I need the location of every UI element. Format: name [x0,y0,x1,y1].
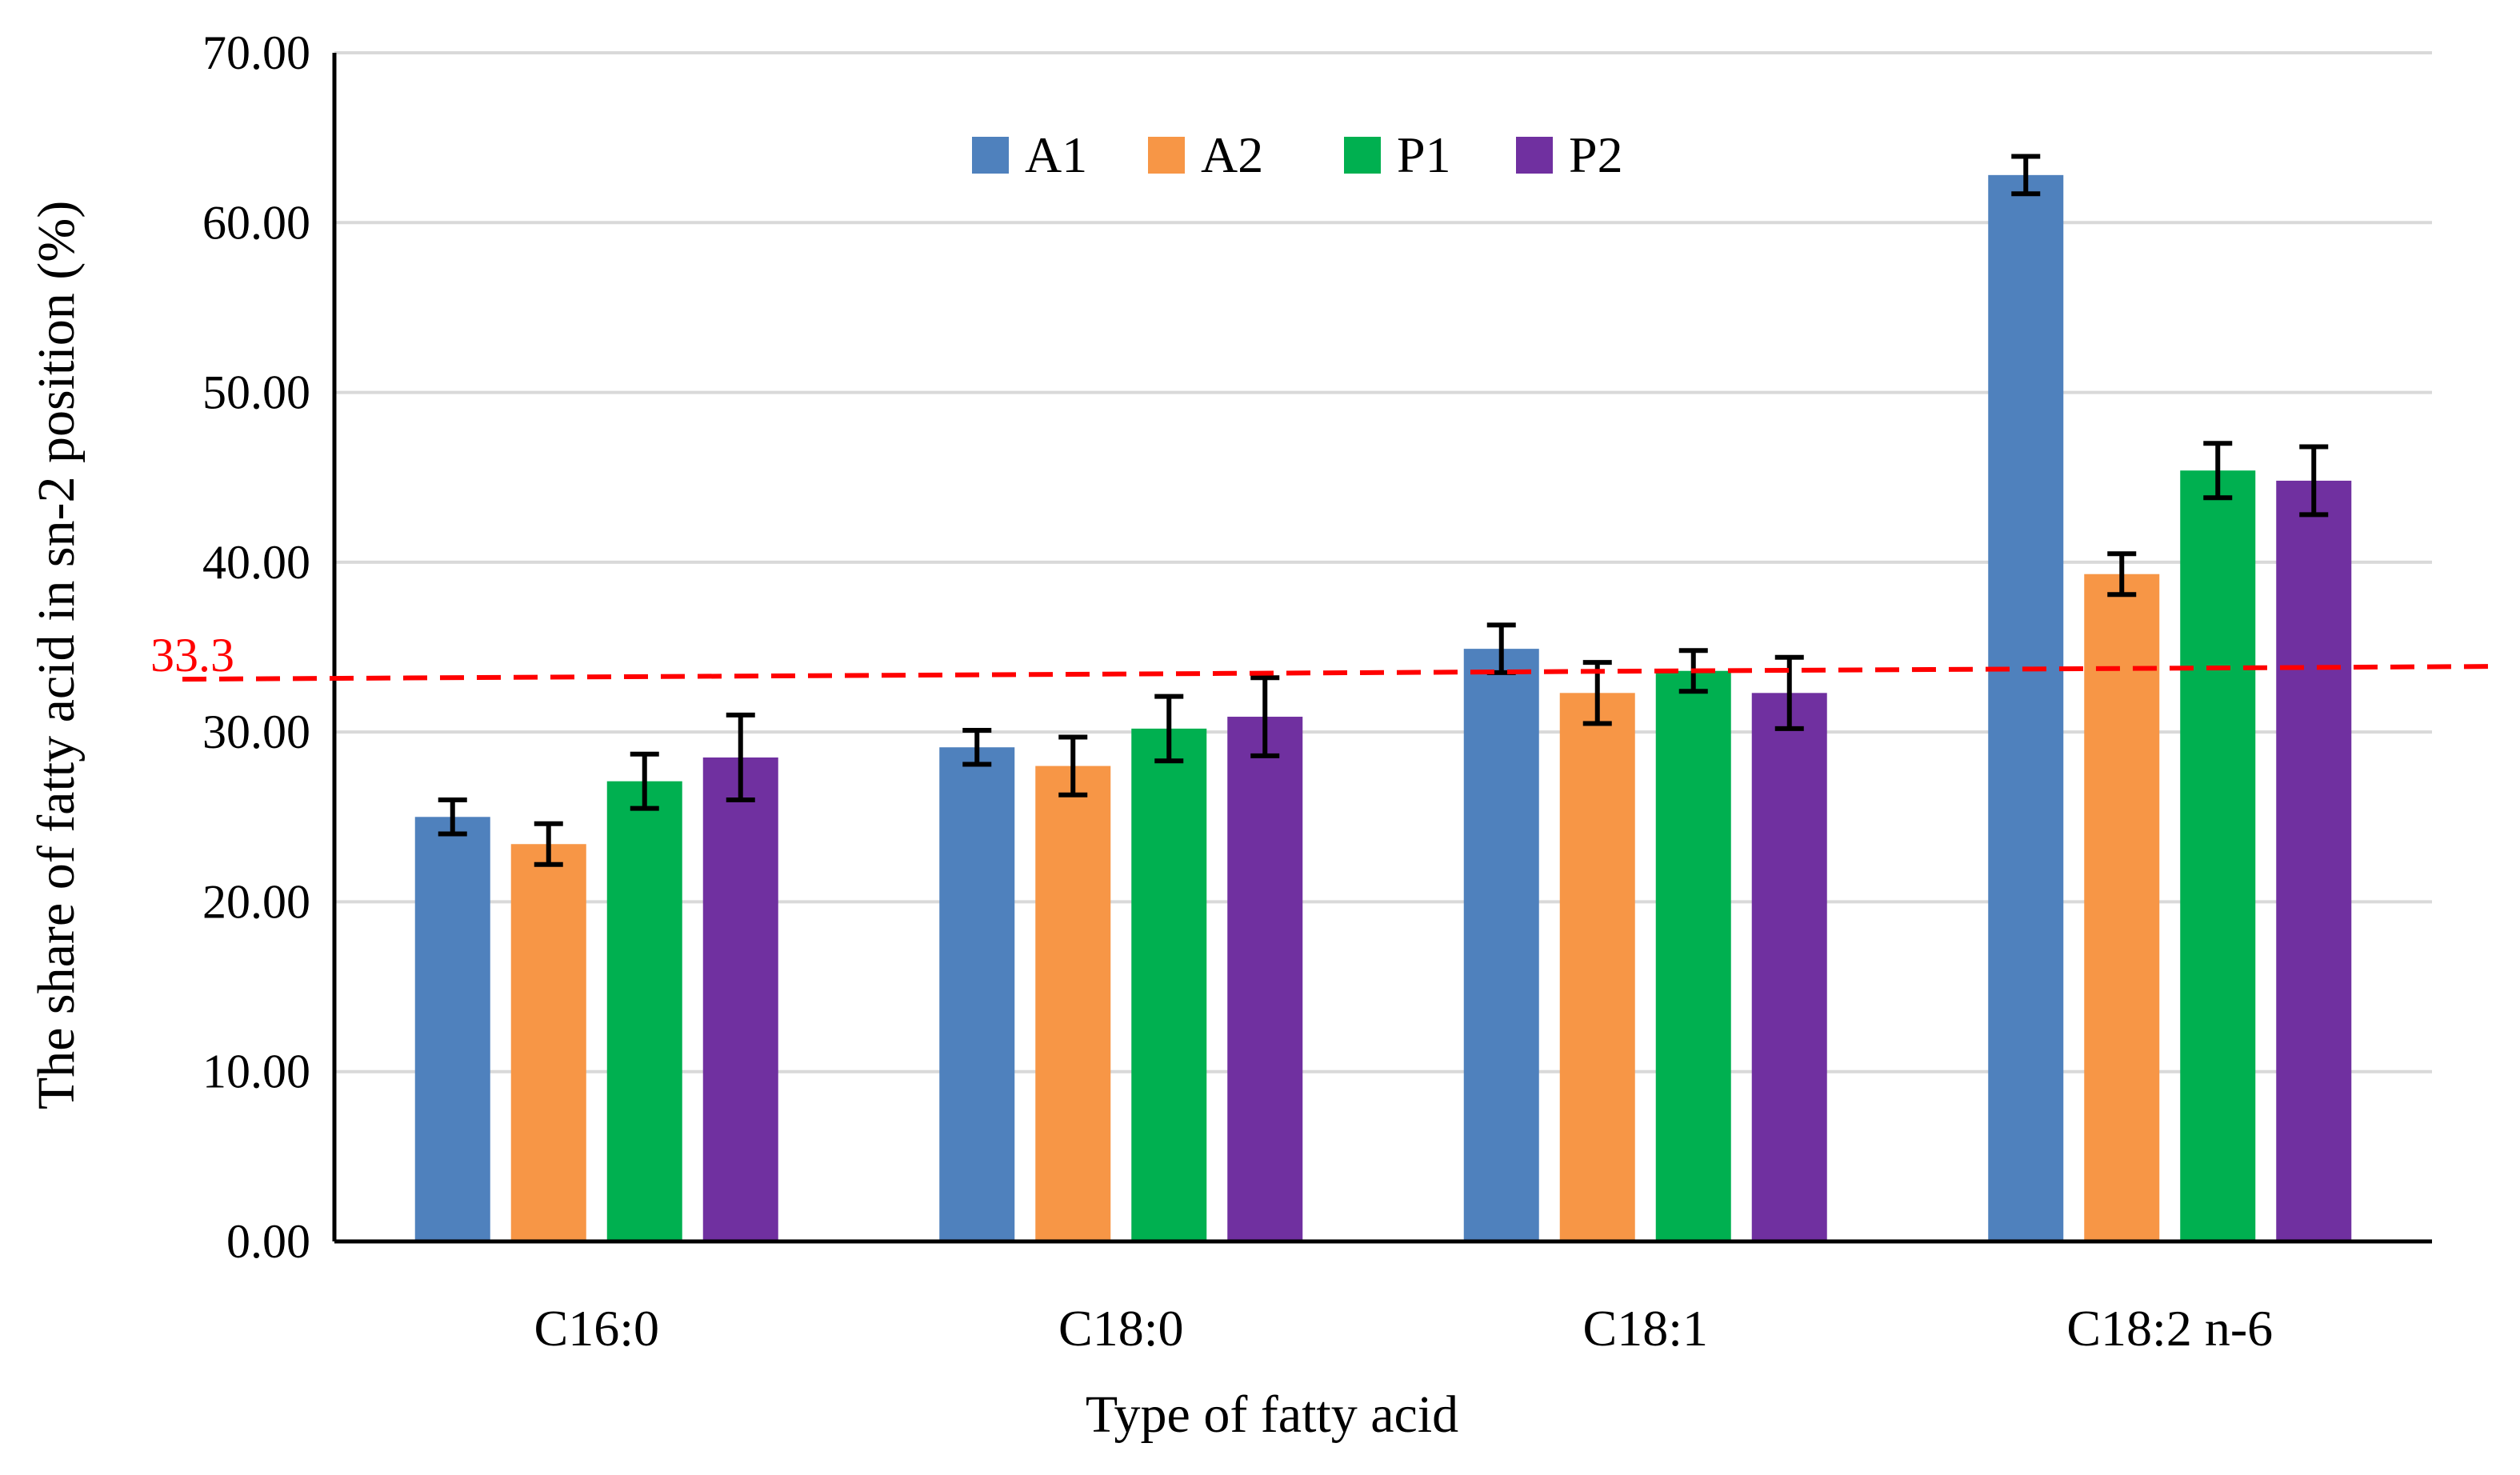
y-tick-label: 20.00 [202,875,310,928]
reference-line [182,664,2501,682]
y-tick-label: 0.00 [226,1215,310,1268]
bar-A1-C16-0 [414,817,490,1241]
error-bar [2107,551,2137,598]
bar-P1-C16-0 [606,781,682,1241]
bar-A2-C16-0 [510,844,586,1241]
bar-A1-C18-1 [1463,649,1539,1241]
x-tick-labels: C16:0 C18:0 C18:1 C18:2 n-6 [534,1300,2274,1357]
reference-line-label: 33.3 [150,629,234,682]
error-bar [1774,654,1804,731]
error-bar [2011,154,2041,197]
legend-swatch-A1 [972,137,1009,174]
legend-label-P1: P1 [1397,126,1451,183]
error-bar [962,728,992,767]
error-bar [2203,441,2233,501]
legend-swatch-P1 [1344,137,1381,174]
reference-line-group: 33.3 [150,629,2501,682]
x-tick-label: C18:0 [1058,1300,1183,1357]
bar-A2-C18-2-n-6 [2084,574,2160,1241]
x-axis-title: Type of fatty acid [1086,1385,1458,1444]
axes [332,53,2432,1244]
legend-swatch-A2 [1148,137,1185,174]
bar-P2-C16-0 [702,757,778,1241]
bar-P2-C18-0 [1227,717,1303,1241]
y-tick-label: 40.00 [202,536,310,589]
y-axis-title: The share of fatty acid in sn-2 position… [27,201,86,1109]
bar-P1-C18-0 [1131,728,1207,1241]
error-bar [1058,734,1088,797]
y-tick-label: 30.00 [202,706,310,758]
error-bar [1154,694,1184,764]
error-bar [438,797,467,837]
bar-P2-C18-1 [1751,693,1827,1241]
y-tick-label: 10.00 [202,1045,310,1098]
x-tick-label: C18:2 n-6 [2066,1300,2273,1357]
y-tick-labels: 0.00 10.00 20.00 30.00 40.00 50.00 60.00 70.00 [202,26,310,1268]
bar-A2-C18-1 [1559,693,1635,1241]
error-bar [2299,444,2329,518]
x-tick-label: C18:1 [1583,1300,1708,1357]
legend-swatch-P2 [1516,137,1553,174]
legend: A1 A2 P1 P2 [972,126,1623,183]
x-tick-label: C16:0 [534,1300,659,1357]
legend-label-P2: P2 [1569,126,1623,183]
y-tick-label: 60.00 [202,196,310,249]
gridlines [334,51,2432,1073]
error-bars [438,154,2329,867]
error-bar [534,821,563,867]
error-bar [1250,675,1280,758]
error-bar [630,751,659,811]
error-bar [726,712,755,803]
bars [414,174,2352,1242]
bar-A1-C18-2-n-6 [1988,174,2064,1242]
legend-label-A1: A1 [1025,126,1087,183]
bar-P2-C18-2-n-6 [2276,480,2352,1241]
y-tick-label: 70.00 [202,26,310,79]
y-tick-label: 50.00 [202,366,310,419]
bar-A2-C18-0 [1035,765,1111,1241]
bar-P1-C18-1 [1655,670,1731,1241]
bar-P1-C18-2-n-6 [2180,470,2256,1241]
legend-label-A2: A2 [1201,126,1263,183]
bar-A1-C18-0 [939,747,1015,1241]
